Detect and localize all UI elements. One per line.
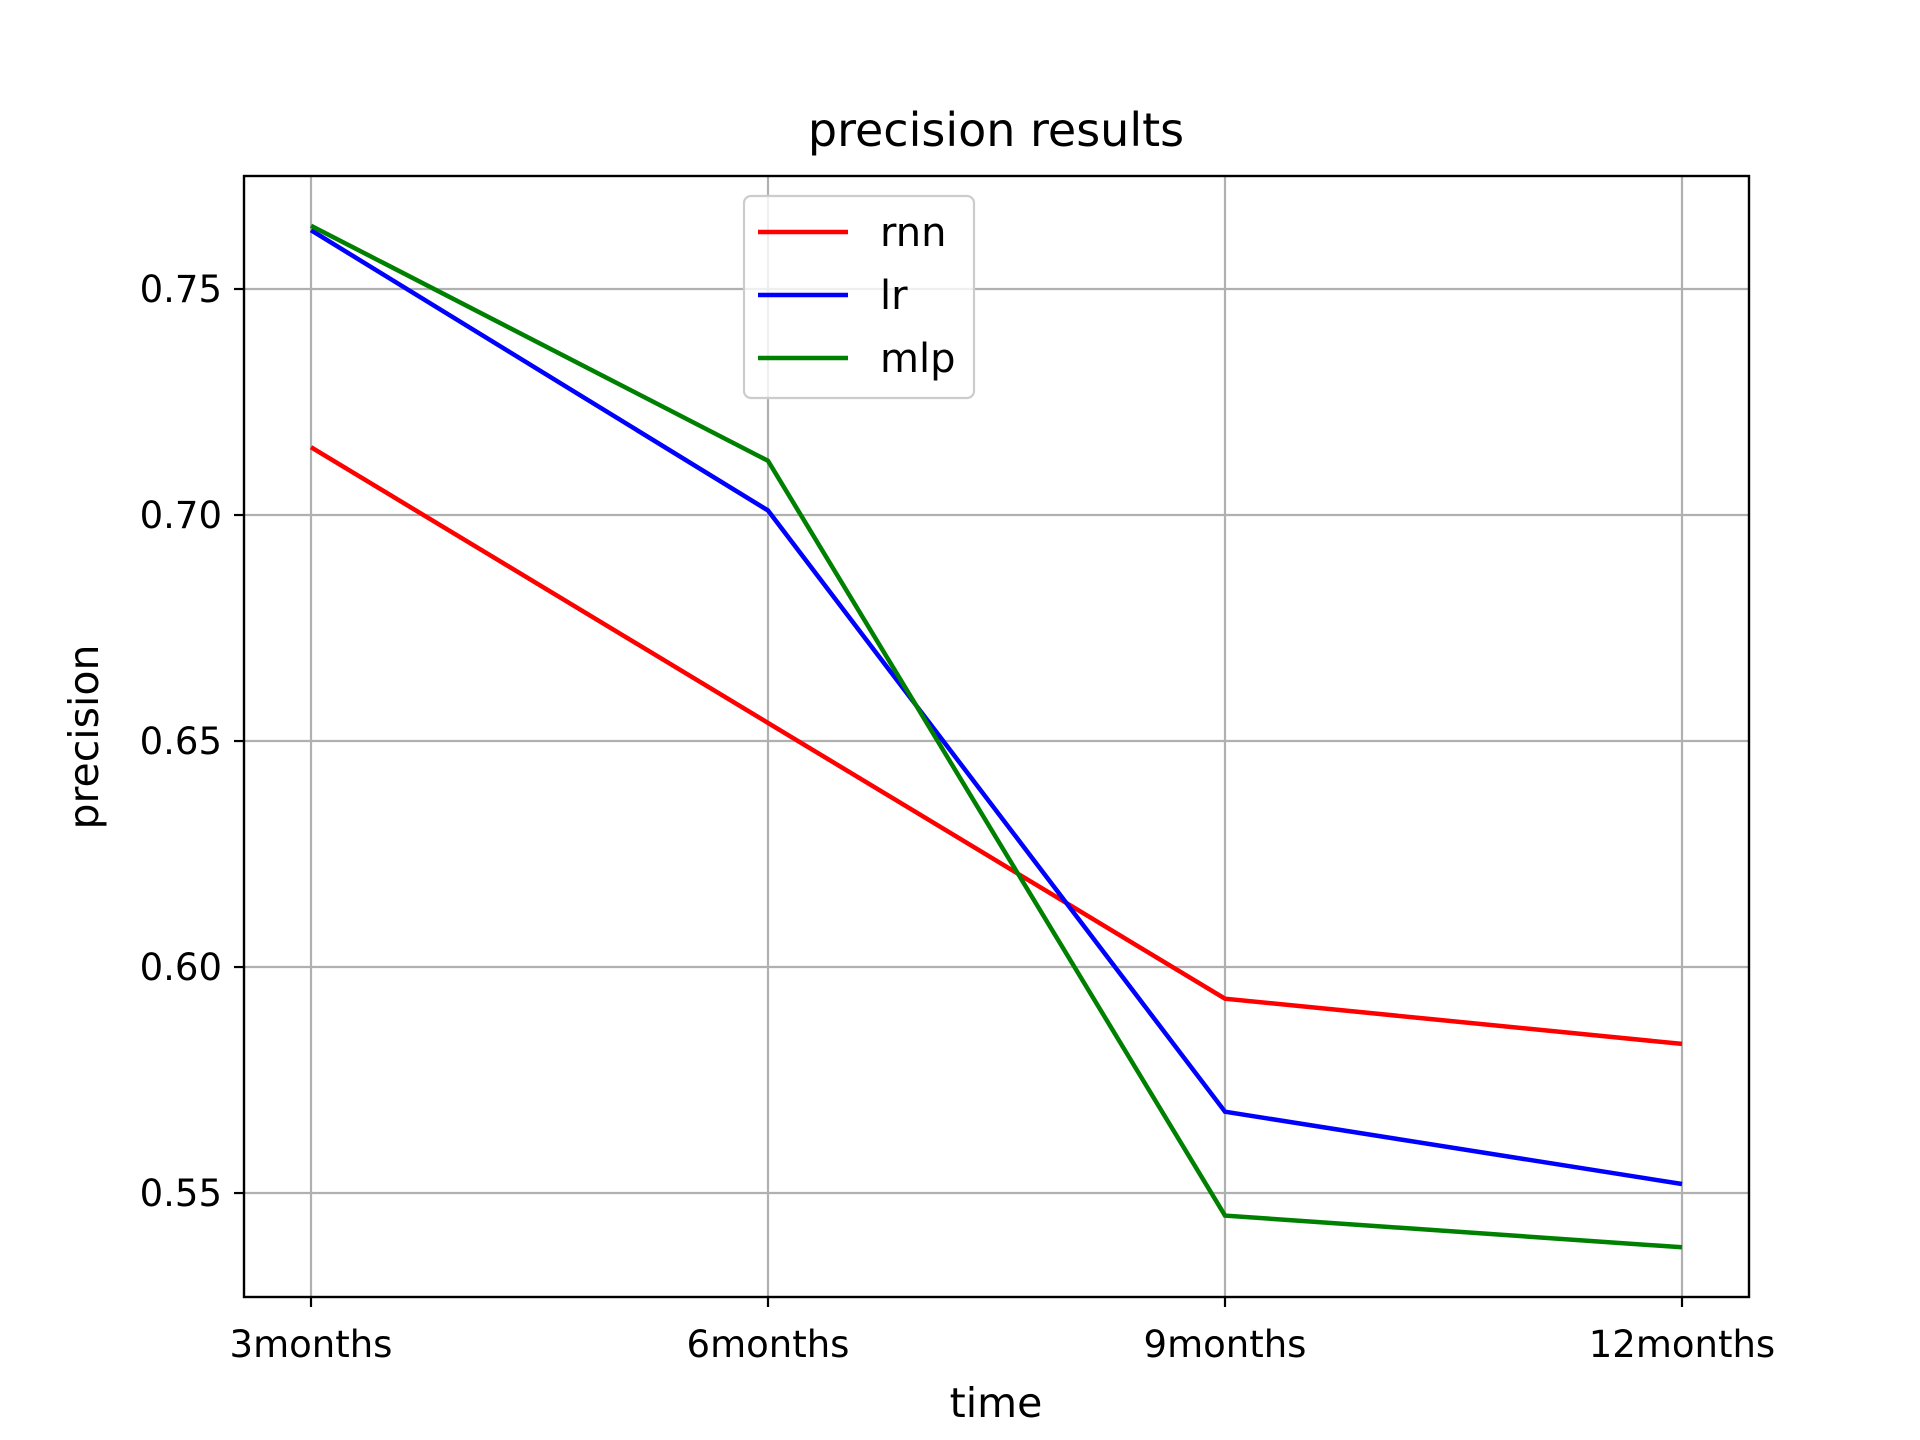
chart-title: precision results bbox=[808, 103, 1184, 157]
y-axis-ticks: 0.55 0.60 0.65 0.70 0.75 bbox=[140, 268, 244, 1215]
x-tick-label: 6months bbox=[687, 1323, 850, 1366]
series-line-rnn bbox=[309, 445, 1683, 1047]
x-tick-label: 3months bbox=[230, 1323, 393, 1366]
legend-label-lr: lr bbox=[880, 273, 908, 319]
series-lines bbox=[309, 223, 1683, 1250]
y-tick-label: 0.65 bbox=[140, 720, 222, 763]
legend-box bbox=[742, 194, 976, 400]
x-tick-label: 9months bbox=[1144, 1323, 1307, 1366]
series-line-lr bbox=[309, 228, 1683, 1187]
legend: rnn lr mlp bbox=[742, 194, 976, 400]
y-tick-label: 0.60 bbox=[140, 946, 222, 989]
grid bbox=[244, 176, 1749, 1297]
y-axis-title: precision bbox=[60, 645, 108, 830]
y-tick-label: 0.75 bbox=[140, 268, 222, 311]
x-axis-ticks: 3months 6months 9months 12months bbox=[230, 1297, 1775, 1366]
y-tick-label: 0.70 bbox=[140, 494, 222, 537]
legend-items: rnn lr mlp bbox=[758, 210, 955, 382]
legend-label-mlp: mlp bbox=[880, 336, 955, 382]
y-tick-label: 0.55 bbox=[140, 1172, 222, 1215]
x-axis-title: time bbox=[950, 1379, 1043, 1427]
series-line-mlp bbox=[309, 223, 1683, 1250]
plot-frame bbox=[242, 174, 1751, 1299]
x-tick-label: 12months bbox=[1589, 1323, 1775, 1366]
legend-label-rnn: rnn bbox=[880, 210, 946, 256]
